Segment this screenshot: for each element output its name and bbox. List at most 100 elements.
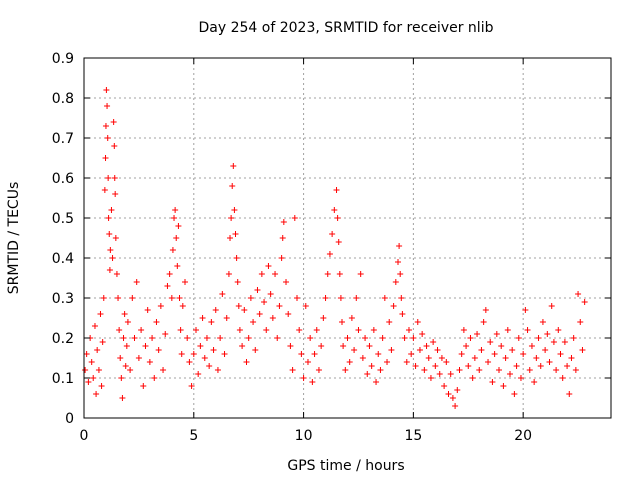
data-point: [118, 375, 125, 381]
data-point: [131, 335, 138, 341]
data-point: [346, 359, 353, 365]
data-point: [399, 311, 406, 317]
data-point: [561, 339, 568, 345]
data-point: [278, 255, 285, 261]
data-point: [408, 351, 415, 357]
data-point: [480, 319, 487, 325]
data-point: [239, 343, 246, 349]
x-tick-label: 0: [80, 428, 89, 444]
data-point: [298, 351, 305, 357]
data-point: [353, 295, 360, 301]
data-point: [355, 327, 362, 333]
data-point: [109, 255, 116, 261]
data-point: [445, 391, 452, 397]
data-point: [307, 335, 314, 341]
data-point: [123, 343, 130, 349]
data-point: [324, 271, 331, 277]
data-point: [546, 359, 553, 365]
data-point: [88, 359, 95, 365]
data-point: [493, 331, 500, 337]
data-point: [115, 295, 122, 301]
data-point: [452, 403, 459, 409]
data-point: [491, 351, 498, 357]
data-point: [117, 355, 124, 361]
data-point: [162, 331, 169, 337]
data-point: [403, 359, 410, 365]
data-point: [110, 119, 117, 125]
data-point: [419, 331, 426, 337]
data-point: [247, 295, 254, 301]
data-point: [228, 215, 235, 221]
data-points: [82, 87, 588, 409]
data-point: [289, 367, 296, 373]
data-point: [176, 295, 183, 301]
data-point: [313, 327, 320, 333]
data-point: [210, 347, 217, 353]
data-point: [104, 103, 111, 109]
data-point: [333, 187, 340, 193]
data-point: [111, 143, 118, 149]
data-point: [336, 271, 343, 277]
data-point: [340, 343, 347, 349]
data-point: [460, 327, 467, 333]
data-point: [234, 279, 241, 285]
y-tick-label: 0.1: [52, 371, 74, 387]
data-point: [98, 383, 105, 389]
data-point: [287, 343, 294, 349]
data-point: [370, 327, 377, 333]
data-point: [553, 367, 560, 373]
data-point: [456, 367, 463, 373]
y-tick-label: 0.4: [52, 251, 74, 267]
data-point: [192, 327, 199, 333]
data-point: [144, 307, 151, 313]
data-point: [236, 327, 243, 333]
data-point: [107, 247, 114, 253]
data-point: [230, 163, 237, 169]
data-point: [108, 207, 115, 213]
data-point: [190, 351, 197, 357]
data-point: [113, 271, 120, 277]
data-point: [379, 335, 386, 341]
data-point: [169, 247, 176, 253]
data-point: [186, 359, 193, 365]
y-tick-label: 0.6: [52, 171, 74, 187]
data-point: [121, 311, 128, 317]
data-point: [258, 271, 265, 277]
data-point: [304, 359, 311, 365]
data-point: [334, 215, 341, 221]
data-point: [106, 231, 113, 237]
y-tick-label: 0.9: [52, 51, 74, 67]
data-point: [438, 355, 445, 361]
data-point: [430, 339, 437, 345]
data-point: [184, 335, 191, 341]
data-point: [482, 307, 489, 313]
data-point: [235, 303, 242, 309]
data-point: [469, 375, 476, 381]
x-tick-label: 10: [295, 428, 313, 444]
data-point: [300, 375, 307, 381]
data-point: [575, 291, 582, 297]
data-point: [458, 351, 465, 357]
data-point: [579, 347, 586, 353]
data-point: [384, 359, 391, 365]
data-point: [471, 355, 478, 361]
data-point: [362, 335, 369, 341]
data-point: [256, 311, 263, 317]
data-point: [535, 335, 542, 341]
data-point: [168, 295, 175, 301]
data-point: [151, 375, 158, 381]
data-point: [267, 291, 274, 297]
data-point: [83, 351, 90, 357]
data-point: [197, 343, 204, 349]
data-point: [339, 319, 346, 325]
data-point: [232, 231, 239, 237]
data-point: [112, 235, 119, 241]
data-point: [199, 315, 206, 321]
y-tick-label: 0.7: [52, 131, 74, 147]
data-point: [476, 367, 483, 373]
data-point: [425, 355, 432, 361]
data-point: [368, 363, 375, 369]
data-point: [544, 331, 551, 337]
data-point: [269, 315, 276, 321]
data-point: [101, 187, 108, 193]
